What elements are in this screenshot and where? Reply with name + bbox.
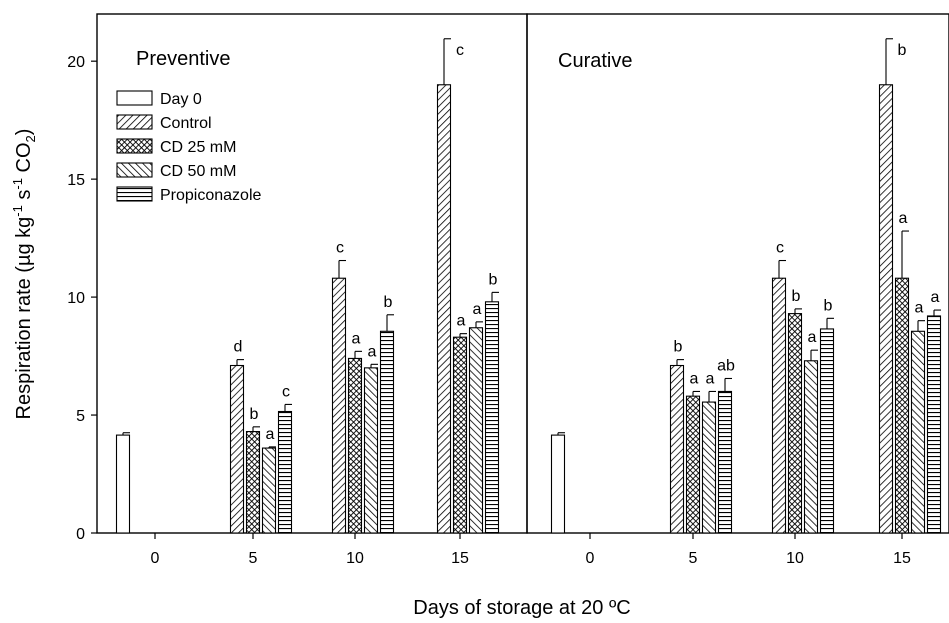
curative-cd-50-mm-day-10-significance-label: a xyxy=(808,329,817,346)
legend-swatch-day-0 xyxy=(116,90,153,106)
preventive-cd-50-mm-day-5-significance-label: a xyxy=(266,426,275,443)
curative-control-day-10-bar xyxy=(771,277,787,534)
preventive-propiconazole-day-10-significance-label: b xyxy=(384,294,393,311)
curative-cd-50-mm-day-5-significance-label: a xyxy=(706,370,715,387)
preventive-x-tick-label-15: 15 xyxy=(451,550,469,567)
x-axis-label: Days of storage at 20 ºC xyxy=(413,597,630,619)
preventive-cd-50-mm-day-15-significance-label: a xyxy=(473,301,482,318)
curative-propiconazole-day-10-bar xyxy=(819,328,835,534)
preventive-cd-25-mm-day-5-bar xyxy=(245,431,261,534)
curative-control-day-15-bar xyxy=(878,84,894,534)
curative-control-day-5-bar xyxy=(669,364,685,534)
legend-label-day-0: Day 0 xyxy=(160,91,202,108)
curative-propiconazole-day-15-bar xyxy=(926,315,942,534)
preventive-propiconazole-day-10-bar xyxy=(379,330,395,534)
preventive-x-tick-label-0: 0 xyxy=(151,550,160,567)
legend-label-propiconazole: Propiconazole xyxy=(160,187,262,204)
curative-x-tick-label-0: 0 xyxy=(586,550,595,567)
curative-propiconazole-day-15-significance-label: a xyxy=(931,289,940,306)
legend-swatch-control xyxy=(116,114,153,130)
preventive-cd-25-mm-day-15-significance-label: a xyxy=(457,313,466,330)
preventive-cd-25-mm-day-5-significance-label: b xyxy=(250,406,259,423)
curative-control-day-15-significance-label: b xyxy=(898,42,907,59)
legend-label-control: Control xyxy=(160,115,212,132)
y-tick-label-15: 15 xyxy=(67,172,85,189)
curative-cd-25-mm-day-5-bar xyxy=(685,395,701,534)
y-tick-label-5: 5 xyxy=(76,408,85,425)
preventive-cd-50-mm-day-15-bar xyxy=(468,327,484,534)
curative-x-tick-label-10: 10 xyxy=(786,550,804,567)
curative-x-tick-label-15: 15 xyxy=(893,550,911,567)
preventive-propiconazole-day-15-significance-label: b xyxy=(489,271,498,288)
preventive-control-day-15-significance-label: c xyxy=(456,42,464,59)
preventive-propiconazole-day-5-bar xyxy=(277,410,293,534)
legend-label-cd-25-mm: CD 25 mM xyxy=(160,139,236,156)
preventive-control-day-10-significance-label: c xyxy=(336,240,344,257)
preventive-x-tick-label-10: 10 xyxy=(346,550,364,567)
preventive-propiconazole-day-5-significance-label: c xyxy=(282,383,290,400)
y-tick-label-20: 20 xyxy=(67,54,85,71)
preventive-cd-50-mm-day-10-bar xyxy=(363,367,379,534)
legend-swatch-cd-50-mm xyxy=(116,162,153,178)
curative-cd-50-mm-day-10-bar xyxy=(803,360,819,534)
legend-swatch-propiconazole xyxy=(116,186,153,202)
preventive-cd-50-mm-day-5-bar xyxy=(261,447,277,534)
preventive-panel-title: Preventive xyxy=(136,48,231,70)
preventive-x-tick-label-5: 5 xyxy=(249,550,258,567)
preventive-cd-25-mm-day-10-significance-label: a xyxy=(352,330,361,347)
curative-day-0-day-0-bar xyxy=(550,434,566,534)
curative-propiconazole-day-5-bar xyxy=(717,390,733,534)
legend-swatch-cd-25-mm xyxy=(116,138,153,154)
y-tick-label-0: 0 xyxy=(76,526,85,543)
curative-control-day-5-significance-label: b xyxy=(674,339,683,356)
y-tick-label-10: 10 xyxy=(67,290,85,307)
curative-x-tick-label-5: 5 xyxy=(689,550,698,567)
curative-cd-25-mm-day-5-significance-label: a xyxy=(690,370,699,387)
curative-cd-25-mm-day-10-significance-label: b xyxy=(792,288,801,305)
preventive-control-day-5-significance-label: d xyxy=(234,339,243,356)
curative-panel-title: Curative xyxy=(558,50,632,72)
preventive-control-day-5-bar xyxy=(229,364,245,534)
legend-label-cd-50-mm: CD 50 mM xyxy=(160,163,236,180)
curative-cd-50-mm-day-15-significance-label: a xyxy=(915,300,924,317)
preventive-cd-50-mm-day-10-significance-label: a xyxy=(368,343,377,360)
curative-propiconazole-day-10-significance-label: b xyxy=(824,297,833,314)
curative-propiconazole-day-5-significance-label: ab xyxy=(717,357,735,374)
preventive-control-day-10-bar xyxy=(331,277,347,534)
preventive-cd-25-mm-day-15-bar xyxy=(452,336,468,534)
curative-control-day-10-significance-label: c xyxy=(776,240,784,257)
curative-cd-50-mm-day-5-bar xyxy=(701,401,717,534)
preventive-propiconazole-day-15-bar xyxy=(484,301,500,534)
curative-cd-25-mm-day-15-significance-label: a xyxy=(899,210,908,227)
curative-cd-25-mm-day-15-bar xyxy=(894,277,910,534)
preventive-day-0-day-0-bar xyxy=(115,434,131,534)
curative-cd-50-mm-day-15-bar xyxy=(910,330,926,534)
y-axis-label: Respiration rate (µg kg-1 s-1 CO2) xyxy=(10,129,38,420)
preventive-cd-25-mm-day-10-bar xyxy=(347,357,363,534)
preventive-control-day-15-bar xyxy=(436,84,452,534)
curative-cd-25-mm-day-10-bar xyxy=(787,313,803,534)
curative-panel-frame xyxy=(526,13,949,534)
